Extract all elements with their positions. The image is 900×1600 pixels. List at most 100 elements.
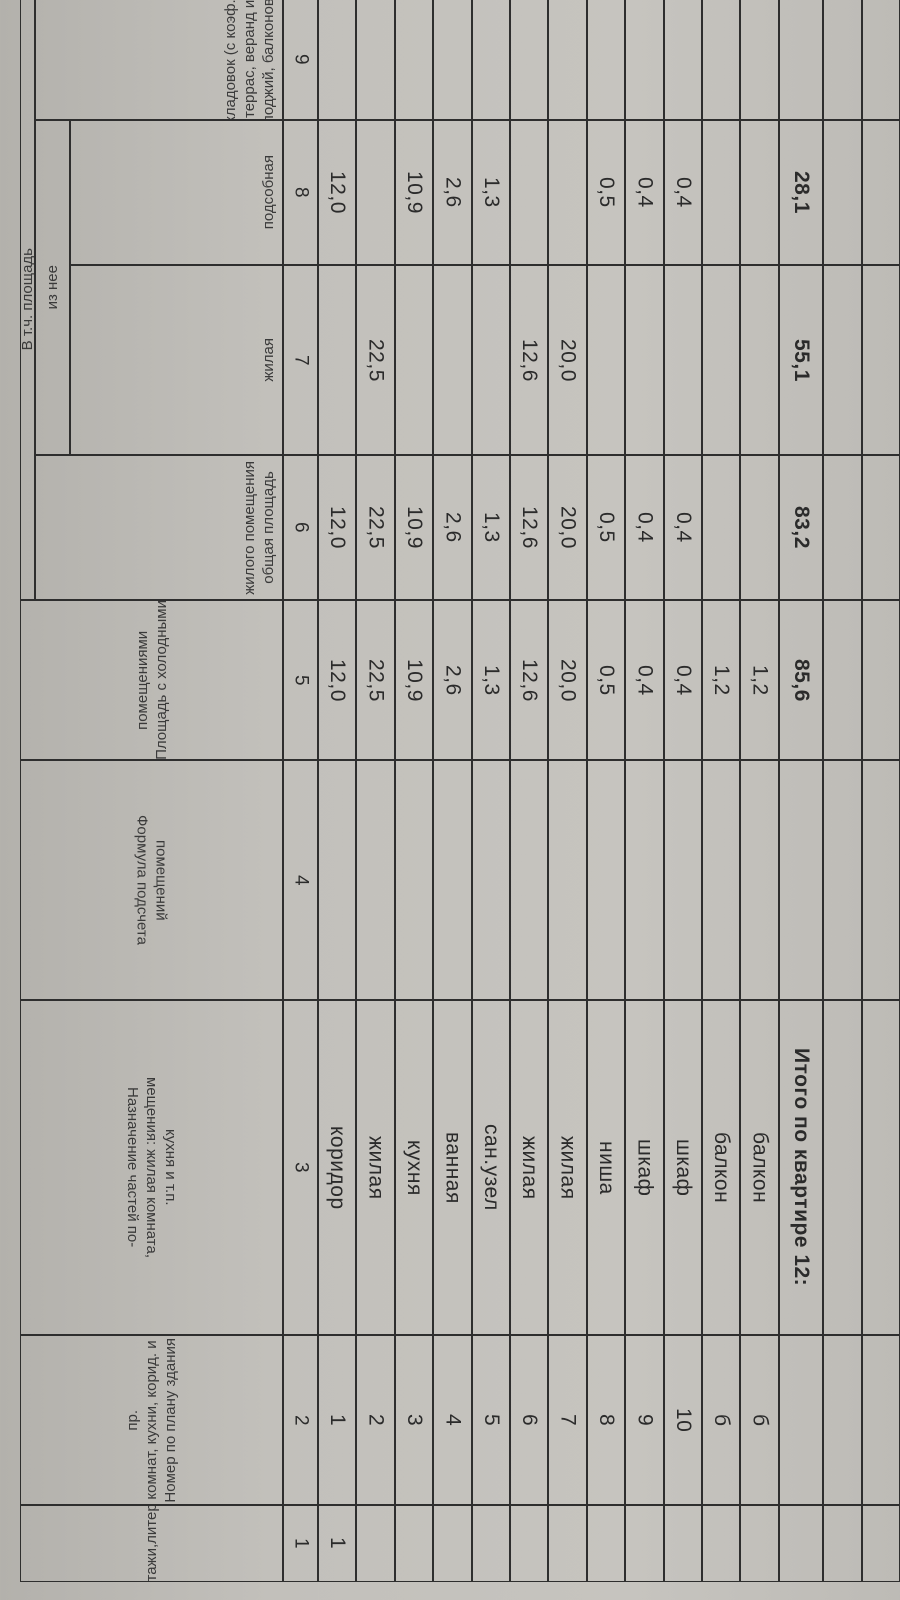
total-cell-total_area: 83,2 [778, 455, 824, 600]
cell-value: 2 [364, 1413, 388, 1427]
table-cell-auxiliary: 0,4 [663, 120, 702, 265]
column-number-1: 1 [283, 1505, 318, 1582]
total-cell-purpose: Итого по квартире 12: [778, 1000, 824, 1335]
table-cell-formula [433, 760, 472, 1000]
cell-value: 6 [518, 1413, 542, 1427]
cell-value: 20,0 [556, 658, 580, 702]
cell-value: 5 [479, 1413, 503, 1427]
table-cell-auxiliary [702, 120, 741, 265]
header-group-of-it: из нее [35, 120, 70, 455]
cell-value: 1,3 [479, 177, 503, 208]
cell-value: б [710, 1413, 734, 1427]
cell-value: 12,6 [518, 338, 542, 382]
table-cell-total_area: 1,3 [471, 455, 510, 600]
column-header-text: подсобная [259, 155, 278, 229]
table-cell-no: б [740, 1335, 779, 1505]
cell-value: жилая [556, 1135, 580, 1200]
column-number: 7 [290, 354, 312, 366]
table-cell-living [663, 265, 702, 455]
empty-cell [861, 1505, 900, 1582]
empty-cell [823, 760, 862, 1000]
header-line: Этажи,литера [143, 1505, 160, 1582]
empty-cell [823, 0, 862, 120]
table-cell-auxiliary: 12,0 [318, 120, 357, 265]
table-cell-floor [586, 1505, 626, 1582]
empty-cell [861, 1335, 900, 1505]
cell-value: 2,6 [441, 664, 465, 696]
table-cell-formula [548, 760, 587, 1000]
table-cell-floor [702, 1505, 741, 1582]
column-header-text: общая площадь жилого помещения [240, 461, 278, 595]
header-line: подсобная [260, 155, 277, 230]
table-cell-living [586, 265, 626, 455]
cell-value: 0,4 [633, 664, 657, 696]
table-cell-loggia [471, 0, 510, 120]
table-cell-living [625, 265, 664, 455]
cell-value: 12,6 [518, 658, 542, 702]
table-cell-living [318, 265, 357, 455]
table-cell-total_area: 12,6 [510, 455, 549, 600]
table-cell-living [702, 265, 741, 455]
table-cell-floor [740, 1505, 779, 1582]
table-cell-purpose: сан.узел [471, 1000, 510, 1335]
table-cell-loggia [433, 0, 472, 120]
table-cell-total_area: 10,9 [394, 455, 434, 600]
table-cell-formula [625, 760, 664, 1000]
cell-value: 0,5 [594, 664, 618, 696]
cell-value: ниша [594, 1140, 618, 1195]
column-header-8: подсобная [70, 120, 283, 265]
table-cell-total_area: 20,0 [548, 455, 587, 600]
table-cell-total_area: 2,6 [433, 455, 472, 600]
cell-value: 10,9 [402, 506, 426, 549]
column-number-5: 5 [283, 600, 318, 760]
column-number: 1 [290, 1538, 312, 1549]
header-line: пр. [124, 1409, 141, 1431]
empty-cell [861, 600, 900, 760]
cell-value: 8 [594, 1413, 618, 1427]
table-cell-auxiliary: 1,3 [471, 120, 510, 265]
table-cell-cold_area: 20,0 [548, 600, 587, 760]
empty-cell [861, 1000, 900, 1335]
header-line: лоджий, балконов, [260, 0, 277, 120]
group-of-it-label: из нее [44, 265, 61, 310]
cell-value: кухня [402, 1139, 426, 1196]
table-cell-purpose: кухня [394, 1000, 434, 1335]
cell-value: жилая [364, 1135, 388, 1200]
empty-cell [861, 760, 900, 1000]
cell-value: 12,0 [326, 171, 350, 214]
table-cell-loggia [394, 0, 434, 120]
total-value: 28,1 [789, 171, 813, 214]
cell-value: 1 [326, 1537, 350, 1550]
table-cell-no: 6 [510, 1335, 549, 1505]
empty-cell [823, 600, 862, 760]
column-header-text: жилая [259, 338, 278, 382]
table-cell-cold_area: 1,2 [702, 600, 741, 760]
table-cell-living [740, 265, 779, 455]
header-line: Площадь с холодными [152, 600, 170, 760]
table-cell-no: 7 [548, 1335, 587, 1505]
cell-value: 0,5 [594, 177, 618, 208]
table-cell-living: 12,6 [510, 265, 549, 455]
cell-value: 0,4 [671, 664, 695, 696]
cell-value: 2,6 [441, 177, 465, 208]
cell-value: 1,2 [748, 664, 772, 696]
table-cell-loggia [702, 0, 741, 120]
header-line: общая площадь [260, 471, 277, 584]
table-cell-cold_area: 2,6 [433, 600, 472, 760]
table-cell-cold_area: 0,4 [625, 600, 664, 760]
table-cell-purpose: шкаф [663, 1000, 702, 1335]
column-number-2: 2 [283, 1335, 318, 1505]
header-line: жилая [260, 338, 277, 382]
cell-value: 20,0 [556, 506, 580, 549]
table-cell-no: 2 [356, 1335, 395, 1505]
cell-value: 10,9 [402, 171, 426, 214]
table-cell-no: 3 [394, 1335, 434, 1505]
column-header-text: Площадь с холодными помещениями [133, 600, 171, 760]
table-cell-total_area: 0,4 [663, 455, 702, 600]
table-cell-cold_area: 1,3 [471, 600, 510, 760]
column-number: 3 [290, 1162, 312, 1173]
table-cell-no: 1 [318, 1335, 357, 1505]
table-cell-total_area: 0,5 [586, 455, 626, 600]
table-cell-purpose: жилая [548, 1000, 587, 1335]
cell-value: 1 [326, 1413, 350, 1427]
